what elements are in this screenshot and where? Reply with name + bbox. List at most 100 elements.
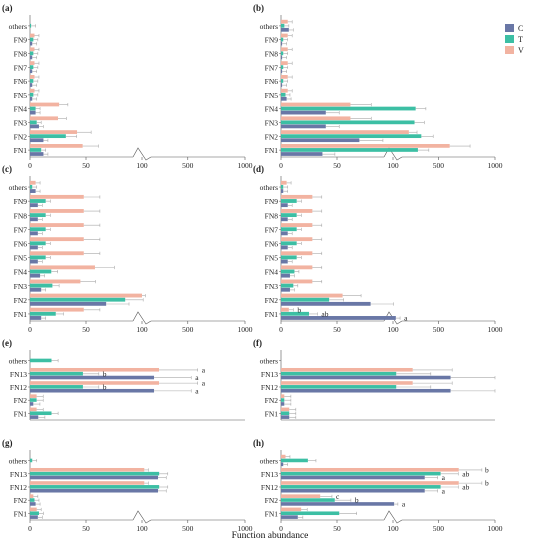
bar-c xyxy=(30,189,36,193)
axis-break-mark xyxy=(383,147,403,161)
y-tick-label: others xyxy=(260,22,278,31)
y-tick-label: FN9 xyxy=(14,197,28,206)
bar-c xyxy=(30,316,42,320)
x-tick-label: 50 xyxy=(333,325,341,334)
bar-c xyxy=(281,203,288,208)
bar-t xyxy=(30,51,34,56)
bar-t xyxy=(281,511,340,516)
x-tick-label: 500 xyxy=(433,161,445,170)
bar-v xyxy=(30,367,159,372)
bar-v xyxy=(281,144,450,148)
x-tick-label: 0 xyxy=(279,524,283,533)
y-tick-label: FN1 xyxy=(14,509,28,518)
bar-c xyxy=(30,41,33,46)
x-tick-label: 100 xyxy=(136,325,148,334)
bar-t xyxy=(30,398,37,402)
y-tick-label: FN9 xyxy=(265,36,279,45)
bar-c xyxy=(281,55,283,60)
bar-t xyxy=(30,411,52,416)
bar-t xyxy=(30,458,33,463)
x-tick-label: 500 xyxy=(182,325,194,334)
bar-t xyxy=(30,120,37,125)
x-tick-label: 0 xyxy=(28,161,32,170)
bar-v xyxy=(281,381,413,385)
y-tick-label: FN13 xyxy=(10,470,27,479)
bar-c xyxy=(281,110,326,115)
bar-c xyxy=(30,231,38,236)
bar-v xyxy=(281,307,289,312)
bar-v xyxy=(30,102,60,107)
y-tick-label: FN4 xyxy=(265,268,279,277)
x-tick-label: 500 xyxy=(433,524,445,533)
bar-t xyxy=(281,106,416,111)
legend-swatch-v xyxy=(505,46,514,54)
bar-v xyxy=(30,293,142,298)
bar-v xyxy=(30,279,81,284)
bar-c xyxy=(281,273,290,278)
bar-v xyxy=(30,381,159,385)
bar-t xyxy=(281,79,284,83)
significance-label: c xyxy=(336,492,340,501)
bar-c xyxy=(281,502,395,506)
bar-c xyxy=(281,138,360,143)
x-tick-label: 1000 xyxy=(238,524,253,533)
y-tick-label: FN2 xyxy=(265,496,279,505)
bar-c xyxy=(30,415,39,419)
bar-v xyxy=(30,88,35,93)
bar-t xyxy=(30,358,52,363)
bar-c xyxy=(281,69,283,74)
y-tick-label: FN1 xyxy=(14,409,28,418)
x-tick-label: 0 xyxy=(28,524,32,533)
bar-v xyxy=(281,194,313,199)
bar-v xyxy=(30,180,36,185)
bar-v xyxy=(30,507,37,512)
bar-c xyxy=(30,502,36,506)
y-tick-label: others xyxy=(9,183,27,192)
y-tick-label: FN3 xyxy=(265,282,279,291)
y-tick-label: FN12 xyxy=(10,383,27,392)
bar-c xyxy=(281,402,285,406)
significance-label: a xyxy=(195,386,199,395)
x-tick-label: 1000 xyxy=(488,524,503,533)
bar-c xyxy=(30,273,41,278)
bar-t xyxy=(30,311,56,316)
bar-v xyxy=(281,293,343,298)
y-tick-label: FN2 xyxy=(265,396,279,405)
x-axis-title: Function abundance xyxy=(231,531,309,541)
y-tick-label: FN6 xyxy=(14,239,28,248)
significance-label: b xyxy=(485,479,489,488)
x-tick-label: 50 xyxy=(82,524,90,533)
y-tick-label: FN8 xyxy=(265,211,279,220)
bar-c xyxy=(281,316,396,320)
significance-label: a xyxy=(404,314,408,323)
y-tick-label: FN2 xyxy=(14,396,28,405)
bar-t xyxy=(281,92,286,97)
bar-v xyxy=(30,209,84,213)
legend-swatch-t xyxy=(505,35,514,43)
y-tick-label: others xyxy=(9,357,27,366)
bar-v xyxy=(281,279,313,284)
y-tick-label: FN13 xyxy=(261,370,278,379)
bar-v xyxy=(281,223,313,227)
bar-t xyxy=(281,458,308,463)
y-tick-label: FN7 xyxy=(265,63,279,72)
bar-t xyxy=(30,283,53,288)
y-tick-label: FN8 xyxy=(14,50,28,59)
panel-label: (h) xyxy=(253,438,264,448)
y-tick-label: FN7 xyxy=(265,225,279,234)
bar-c xyxy=(281,152,323,156)
bar-c xyxy=(30,138,44,143)
bar-v xyxy=(281,394,285,398)
bar-v xyxy=(281,494,321,498)
bar-c xyxy=(281,83,283,87)
bar-t xyxy=(30,37,34,42)
significance-label: b xyxy=(297,305,301,314)
y-tick-label: FN5 xyxy=(265,91,279,100)
axis-break-mark xyxy=(132,311,152,325)
bar-t xyxy=(281,297,330,302)
bar-v xyxy=(30,481,145,485)
y-tick-label: FN8 xyxy=(265,50,279,59)
bar-t xyxy=(281,148,418,152)
x-tick-label: 1000 xyxy=(238,161,253,170)
y-tick-label: FN3 xyxy=(265,119,279,128)
